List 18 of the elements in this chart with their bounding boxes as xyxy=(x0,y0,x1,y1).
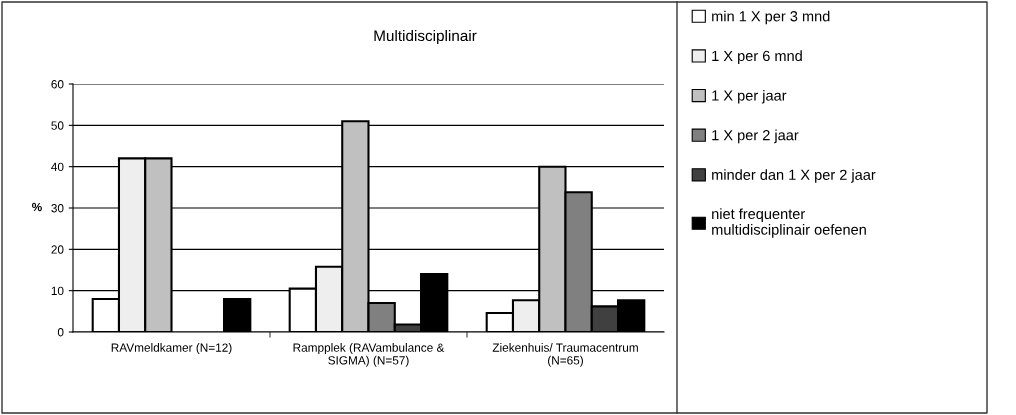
y-tick-label: 50 xyxy=(51,121,64,130)
x-tick-label: Ziekenhuis/ Traumacentrum (N=65) xyxy=(492,343,638,367)
y-tick-label: 0 xyxy=(57,328,64,337)
y-axis-title: % xyxy=(32,202,42,212)
y-tick-label: 40 xyxy=(51,162,64,172)
legend-label: 1 X per 2 jaar xyxy=(712,129,799,144)
chart-title: Multidisciplinair xyxy=(374,29,477,45)
legend-label: 1 X per jaar xyxy=(712,89,787,104)
y-tick-label: 20 xyxy=(51,245,64,254)
legend-label: minder dan 1 X per 2 jaar xyxy=(712,169,876,183)
y-tick-label: 30 xyxy=(51,204,64,213)
x-tick-label: RAVmeldkamer (N=12) xyxy=(111,343,232,355)
y-tick-label: 10 xyxy=(51,286,64,296)
y-tick-label: 60 xyxy=(51,80,64,89)
legend-label: 1 X per 6 mnd xyxy=(712,50,802,64)
legend-label: min 1 X per 3 mnd xyxy=(712,10,830,25)
x-tick-label: Rampplek (RAVambulance & SIGMA) (N=57) xyxy=(293,343,445,367)
legend-label: niet frequenter multidisciplinair oefenen xyxy=(712,208,866,238)
